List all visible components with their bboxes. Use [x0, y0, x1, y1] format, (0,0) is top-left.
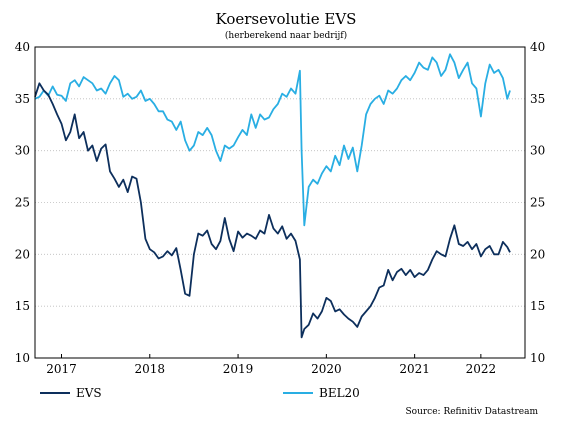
legend-label-evs: EVS — [76, 386, 102, 400]
chart-subtitle: (herberekend naar bedrijf) — [225, 30, 347, 41]
x-tick-label: 2018 — [135, 362, 166, 376]
y-tick-label-left: 15 — [15, 299, 30, 313]
y-tick-label-right: 25 — [530, 196, 545, 210]
gridlines — [35, 98, 525, 307]
x-tick-label: 2022 — [466, 362, 497, 376]
y-tick-label-right: 40 — [530, 40, 545, 54]
chart-title: Koersevolutie EVS — [216, 10, 357, 28]
y-tick-label-right: 30 — [530, 144, 545, 158]
legend-label-bel20: BEL20 — [319, 386, 360, 400]
y-tick-label-left: 35 — [15, 92, 30, 106]
series-layer — [34, 53, 511, 339]
legend: EVS BEL20 — [40, 386, 360, 400]
y-tick-label-right: 20 — [530, 247, 545, 261]
y-tick-label-right: 10 — [530, 351, 545, 365]
x-tick-label: 2019 — [223, 362, 254, 376]
y-tick-label-right: 15 — [530, 299, 545, 313]
series-line-evs — [34, 82, 511, 339]
x-tick-label: 2021 — [399, 362, 430, 376]
plot-frame — [34, 46, 526, 359]
source-note: Source: Refinitiv Datastream — [406, 407, 539, 417]
x-tick-label: 2020 — [311, 362, 342, 376]
x-tick-label: 2017 — [46, 362, 77, 376]
axes — [34, 46, 526, 359]
series-line-bel20 — [34, 53, 511, 227]
y-tick-label-left: 20 — [15, 247, 30, 261]
y-tick-label-left: 10 — [15, 351, 30, 365]
y-tick-label-right: 35 — [530, 92, 545, 106]
y-tick-label-left: 40 — [15, 40, 30, 54]
y-tick-label-left: 30 — [15, 144, 30, 158]
y-tick-label-left: 25 — [15, 196, 30, 210]
